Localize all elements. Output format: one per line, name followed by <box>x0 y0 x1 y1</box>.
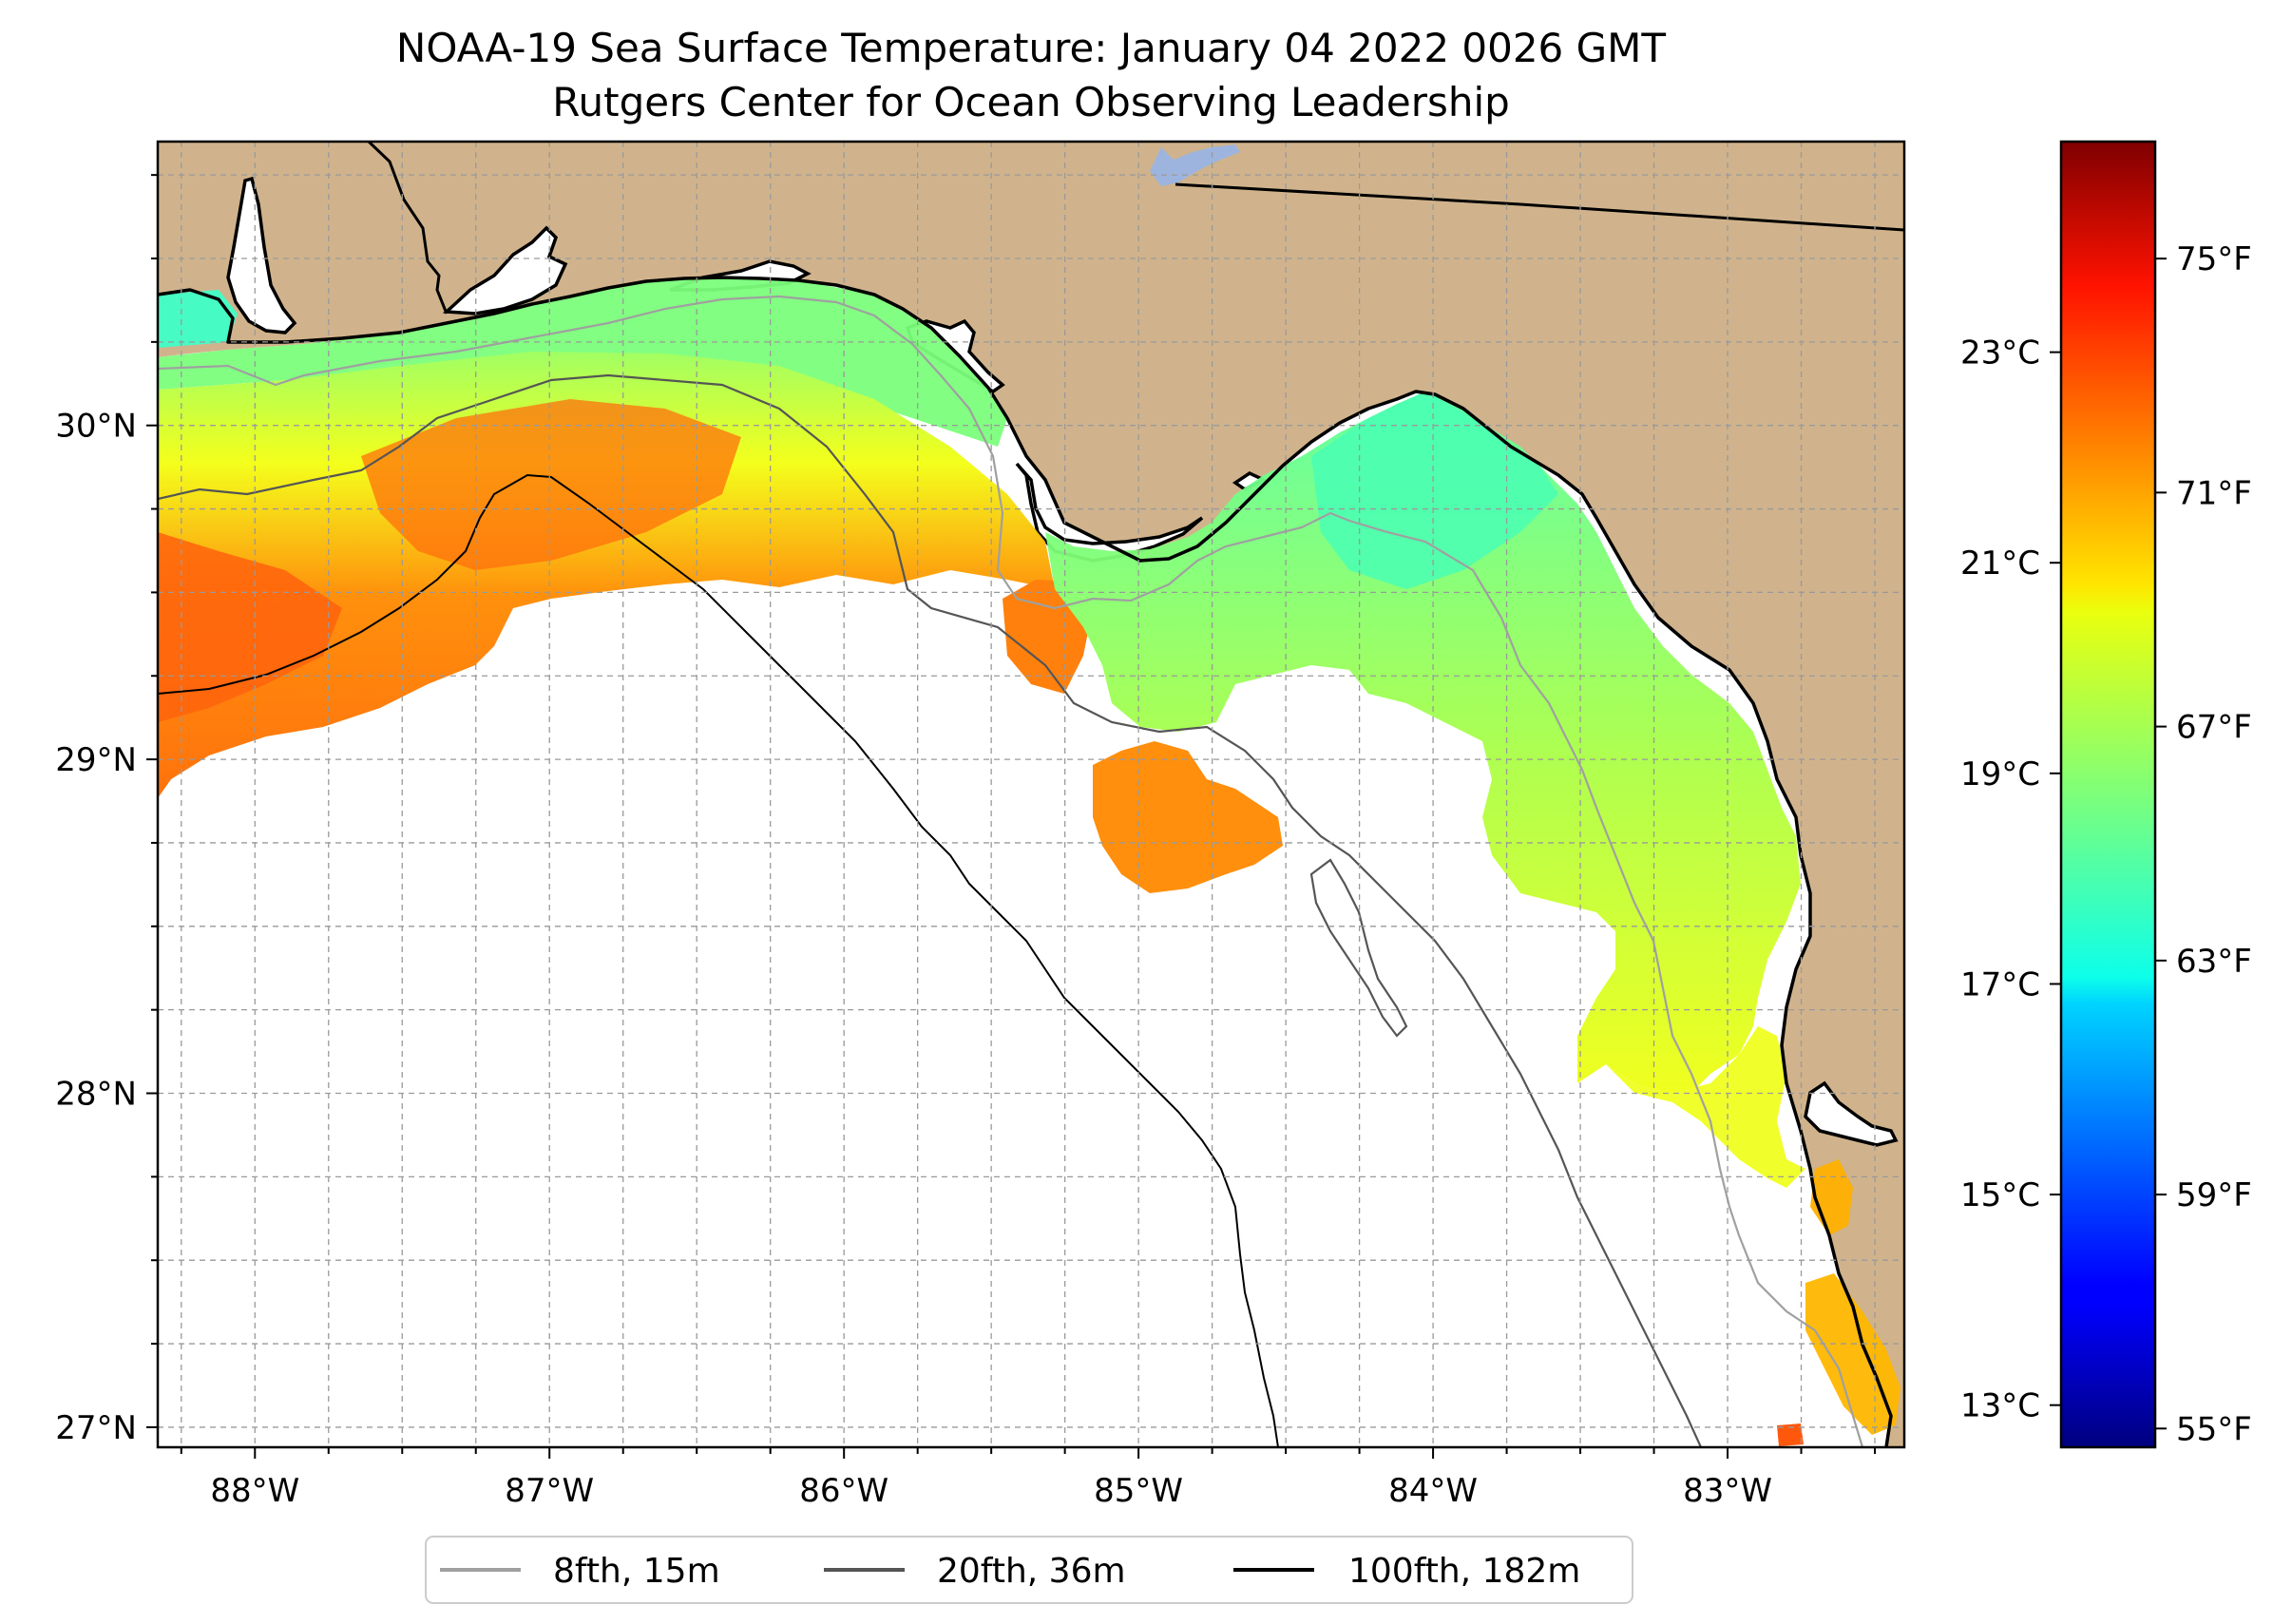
x-tick-label: 85°W <box>1094 1472 1183 1510</box>
isobath-100fth <box>158 473 1279 1447</box>
title-line-2: Rutgers Center for Ocean Observing Leade… <box>552 79 1510 125</box>
y-tick-label: 27°N <box>55 1409 137 1447</box>
map-axes: 88°W 87°W 86°W 85°W 84°W 83°W 30°N 29°N 28°N 27°N <box>55 140 1906 1510</box>
y-tick-label: 29°N <box>55 741 137 779</box>
coastline <box>158 276 1893 1447</box>
fahrenheit-tick-label: 55°F <box>2176 1410 2252 1448</box>
legend-label-100fth: 100fth, 182m <box>1348 1552 1580 1591</box>
x-tick-label: 83°W <box>1683 1472 1772 1510</box>
legend-label-8fth: 8fth, 15m <box>553 1552 720 1591</box>
tampa-bay <box>1804 1080 1899 1147</box>
celsius-tick-label: 17°C <box>1960 965 2040 1003</box>
x-tick-label: 87°W <box>505 1472 594 1510</box>
land-north <box>158 142 1904 1447</box>
isobath-20fth <box>158 373 1703 1447</box>
mobile-bay <box>226 176 297 334</box>
legend: 8fth, 15m 20fth, 36m 100fth, 182m <box>425 1536 1633 1604</box>
x-tick-label: 88°W <box>210 1472 299 1510</box>
fahrenheit-tick-label: 59°F <box>2176 1176 2252 1214</box>
sst-offshore-patch <box>1093 741 1283 893</box>
colorbar-celsius-axis: 13°C 15°C 17°C 19°C 21°C 23°C <box>1960 334 2061 1425</box>
colorbar: 13°C 15°C 17°C 19°C 21°C 23°C 55°F 59°F 63°F 67°… <box>1960 140 2252 1449</box>
legend-box <box>425 1536 1633 1604</box>
legend-label-20fth: 20fth, 36m <box>937 1552 1126 1591</box>
celsius-tick-label: 19°C <box>1960 755 2040 793</box>
sst-field <box>158 277 1900 1446</box>
fahrenheit-tick-label: 63°F <box>2176 943 2252 981</box>
fahrenheit-tick-label: 67°F <box>2176 709 2252 747</box>
colorbar-gradient <box>2059 140 2157 1449</box>
isobath-20fth-islands <box>1309 858 1408 1038</box>
title-line-1: NOAA-19 Sea Surface Temperature: January… <box>396 25 1667 71</box>
state-border-al <box>367 142 449 315</box>
sst-big-bend-cyan <box>1311 392 1558 589</box>
lake-seminole <box>1150 144 1240 186</box>
y-tick-label: 28°N <box>55 1076 137 1114</box>
sst-south-scatter-3 <box>1777 1423 1804 1446</box>
celsius-tick-label: 13°C <box>1960 1387 2040 1425</box>
x-tick-label: 84°W <box>1388 1472 1478 1510</box>
colorbar-fahrenheit-axis: 55°F 59°F 63°F 67°F 71°F 75°F <box>2155 240 2252 1448</box>
sst-big-bend <box>1045 392 1801 1093</box>
celsius-tick-label: 15°C <box>1960 1176 2040 1214</box>
fahrenheit-tick-label: 75°F <box>2176 240 2252 278</box>
gridlines <box>158 142 1904 1447</box>
sst-south-scatter-2 <box>1805 1273 1900 1435</box>
isobath-8fth <box>158 295 1864 1447</box>
celsius-tick-label: 23°C <box>1960 334 2040 373</box>
y-tick-label: 30°N <box>55 408 137 446</box>
map-ticks <box>146 174 1877 1459</box>
state-border <box>1175 182 1904 232</box>
sst-hot-west <box>158 532 342 722</box>
map-frame <box>156 140 1906 1449</box>
sst-hot-center <box>361 399 741 570</box>
fahrenheit-tick-label: 71°F <box>2176 474 2252 512</box>
x-tick-label: 86°W <box>799 1472 888 1510</box>
map-tick-labels: 88°W 87°W 86°W 85°W 84°W 83°W 30°N 29°N 28°N 27°N <box>55 408 1772 1510</box>
celsius-tick-label: 21°C <box>1960 545 2040 583</box>
sst-nearshore-west-cyan <box>158 290 238 348</box>
